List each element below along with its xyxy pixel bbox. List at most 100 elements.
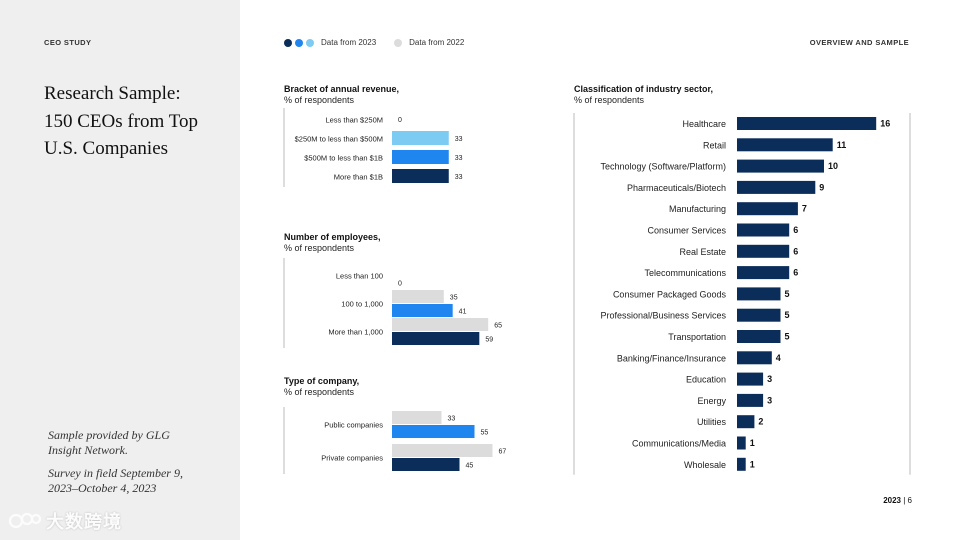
legend-dot-blue — [295, 38, 303, 47]
bar — [737, 223, 790, 237]
bar — [392, 458, 460, 471]
category-label: Communications/Media — [632, 439, 726, 449]
category-label: Energy — [697, 396, 726, 406]
note-line: Sample provided by GLG — [48, 428, 170, 442]
watermark-text: 大数跨境 — [46, 512, 122, 532]
category-label: Less than 100 — [336, 272, 383, 281]
bar — [737, 180, 816, 194]
category-label: Retail — [703, 140, 726, 150]
category-label: Consumer Packaged Goods — [613, 289, 727, 299]
chart-title: Number of employees, — [284, 232, 381, 242]
value-label: 3 — [767, 374, 772, 384]
value-label: 55 — [481, 430, 489, 437]
value-label: 6 — [793, 268, 798, 278]
bar — [392, 444, 493, 457]
value-label: 0 — [398, 117, 402, 124]
bar — [392, 169, 449, 183]
bar — [737, 117, 877, 130]
value-label: 33 — [448, 416, 456, 423]
category-label: Real Estate — [679, 247, 726, 257]
company-type-chart: Type of company,% of respondents Public c… — [283, 376, 506, 474]
category-label: Healthcare — [682, 119, 726, 129]
legend-dot-gray — [394, 38, 403, 47]
value-label: 7 — [802, 204, 807, 214]
page-footer: 2023 | 6 — [883, 496, 912, 505]
chart-subtitle: % of respondents — [574, 95, 645, 105]
value-label: 33 — [455, 174, 463, 181]
bar — [737, 393, 764, 407]
bar — [392, 332, 480, 345]
category-label: 100 to 1,000 — [341, 300, 383, 309]
bar — [737, 287, 781, 301]
sidebar-panel: CEO STUDY Research Sample: 150 CEOs from… — [0, 0, 240, 540]
value-label: 5 — [785, 289, 790, 299]
bar — [392, 290, 444, 303]
category-label: $250M to less than $500M — [295, 135, 383, 144]
bar — [392, 318, 489, 331]
category-label: More than $1B — [334, 173, 383, 182]
chart-title: Classification of industry sector, — [574, 84, 713, 94]
bar — [392, 150, 449, 164]
bar — [737, 244, 790, 258]
bar — [737, 457, 746, 471]
section-label: OVERVIEW AND SAMPLE — [809, 38, 909, 47]
value-label: 33 — [455, 136, 463, 143]
chart-legend: Data from 2023 Data from 2022 — [284, 38, 482, 47]
category-label: Telecommunications — [644, 268, 726, 278]
bar — [392, 131, 449, 145]
chart-subtitle: % of respondents — [284, 387, 355, 397]
category-label: Transportation — [668, 332, 726, 342]
category-label: Public companies — [324, 421, 383, 430]
chart-subtitle: % of respondents — [284, 95, 355, 105]
sample-title-line: 150 CEOs from Top — [44, 110, 199, 132]
legend-label-2022: Data from 2022 — [409, 38, 465, 47]
value-label: 11 — [837, 140, 847, 150]
note-line: Insight Network. — [48, 443, 128, 457]
study-label: CEO STUDY — [44, 38, 92, 47]
value-label: 5 — [785, 332, 790, 342]
sample-title-line: U.S. Companies — [44, 138, 169, 159]
bar — [737, 266, 790, 280]
survey-dates-note: Survey in field September 9, 2023–Octobe… — [48, 466, 233, 496]
category-label: Manufacturing — [669, 204, 726, 214]
category-label: Consumer Services — [647, 226, 726, 236]
bar — [392, 411, 442, 424]
footer-separator: | — [903, 496, 908, 505]
bar — [737, 308, 781, 322]
value-label: 45 — [466, 463, 474, 470]
value-label: 2 — [758, 417, 763, 427]
value-label: 3 — [767, 395, 772, 405]
bar — [737, 415, 755, 429]
value-label: 6 — [793, 225, 798, 235]
legend-dot-light-blue — [306, 38, 314, 47]
bar — [392, 304, 453, 317]
bar — [737, 202, 798, 216]
chart-subtitle: % of respondents — [284, 243, 355, 253]
bar — [737, 138, 833, 152]
revenue-chart: Bracket of annual revenue,% of responden… — [283, 84, 463, 187]
bar — [737, 159, 824, 173]
bar — [737, 372, 764, 386]
bar — [737, 330, 781, 343]
value-label: 6 — [793, 246, 798, 256]
note-line: Survey in field September 9, — [48, 466, 183, 480]
category-label: $500M to less than $1B — [304, 154, 383, 163]
sample-title: Research Sample: 150 CEOs from Top U.S. … — [44, 80, 234, 163]
category-label: More than 1,000 — [328, 328, 383, 337]
chart-title: Type of company, — [284, 376, 359, 386]
watermark-logo-icon — [8, 512, 42, 529]
category-label: Private companies — [321, 454, 383, 463]
category-label: Pharmaceuticals/Biotech — [627, 183, 726, 193]
footer-page-number: 6 — [907, 496, 912, 505]
value-label: 5 — [785, 310, 790, 320]
note-line: 2023–October 4, 2023 — [48, 481, 157, 495]
value-label: 33 — [455, 155, 463, 162]
footer-year: 2023 — [883, 496, 901, 505]
value-label: 4 — [776, 353, 781, 363]
value-label: 65 — [494, 323, 502, 330]
value-label: 9 — [819, 182, 824, 192]
employees-chart: Number of employees,% of respondents Less… — [283, 232, 502, 348]
category-label: Utilities — [697, 417, 727, 427]
category-label: Banking/Finance/Insurance — [617, 353, 726, 363]
value-label: 16 — [880, 119, 890, 129]
